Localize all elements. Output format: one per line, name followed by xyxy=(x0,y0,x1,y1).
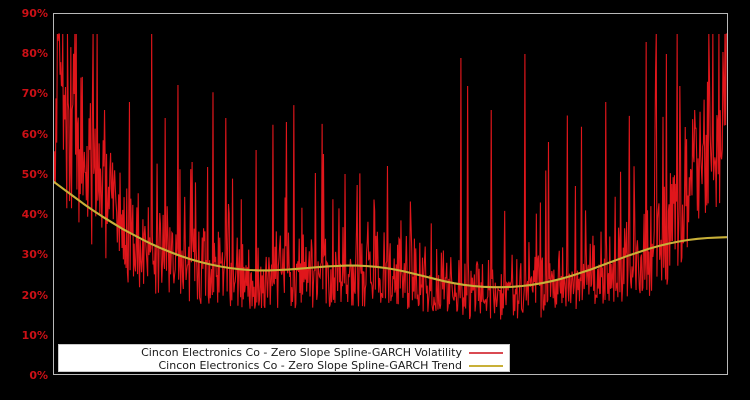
y-axis: 0% 10% 20% 30% 40% 50% 60% 70% 80% 90% xyxy=(0,0,48,400)
series-layer xyxy=(54,33,727,320)
legend-entry-trend: Cincon Electronics Co - Zero Slope Splin… xyxy=(59,359,509,372)
y-tick-label: 50% xyxy=(21,167,48,181)
y-tick-label: 80% xyxy=(21,47,48,61)
legend-entry-volatility: Cincon Electronics Co - Zero Slope Splin… xyxy=(59,346,509,359)
y-tick-label: 10% xyxy=(21,328,48,342)
plot-area xyxy=(53,13,728,375)
y-tick-label: 70% xyxy=(21,87,48,101)
legend-label-trend: Cincon Electronics Co - Zero Slope Splin… xyxy=(158,359,463,372)
legend-swatch-volatility xyxy=(469,351,503,354)
legend-swatch-trend xyxy=(469,364,503,367)
y-tick-label: 0% xyxy=(29,369,48,382)
trend-series xyxy=(54,180,727,289)
y-tick-label: 40% xyxy=(21,208,48,222)
chart-legend: Cincon Electronics Co - Zero Slope Splin… xyxy=(58,344,510,372)
y-tick-label: 90% xyxy=(21,7,48,20)
volatility-series xyxy=(54,33,727,320)
legend-label-volatility: Cincon Electronics Co - Zero Slope Splin… xyxy=(141,346,462,359)
y-tick-label: 60% xyxy=(21,127,48,141)
y-tick-label: 30% xyxy=(21,248,48,262)
y-tick-label: 20% xyxy=(21,288,48,302)
